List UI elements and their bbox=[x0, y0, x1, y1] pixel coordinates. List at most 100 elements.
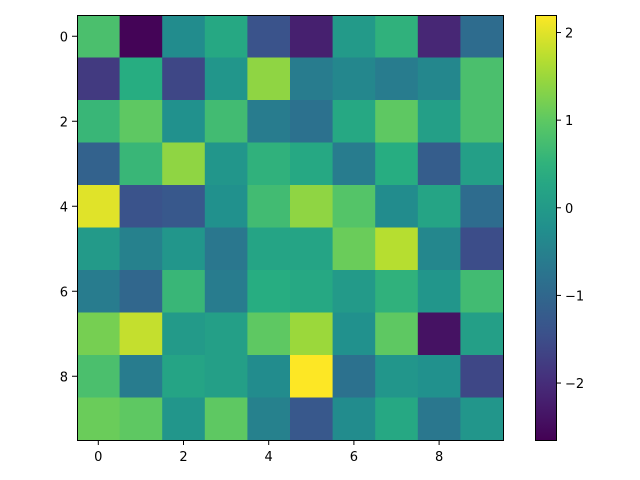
heatmap-cell bbox=[290, 185, 334, 229]
colorbar-tick-label: 1 bbox=[565, 114, 573, 129]
heatmap-cell bbox=[162, 270, 206, 314]
heatmap-cell bbox=[460, 270, 504, 314]
heatmap-cell bbox=[247, 15, 291, 59]
heatmap-cell bbox=[77, 355, 121, 399]
y-tick-label: 6 bbox=[60, 285, 68, 300]
heatmap-cell bbox=[77, 270, 121, 314]
y-axis: 0 2 4 6 8 bbox=[60, 30, 77, 385]
heatmap-cell bbox=[417, 355, 461, 399]
x-tick-label: 4 bbox=[265, 450, 273, 465]
heatmap-cell bbox=[375, 312, 419, 356]
heatmap-cell bbox=[119, 142, 163, 186]
heatmap-cell bbox=[290, 397, 334, 441]
heatmap-cell bbox=[119, 185, 163, 229]
heatmap-cell bbox=[460, 100, 504, 144]
colorbar-tick-label: −2 bbox=[565, 377, 584, 392]
heatmap-cell bbox=[417, 312, 461, 356]
colorbar-frame bbox=[535, 15, 557, 441]
heatmap-cells bbox=[77, 15, 504, 441]
heatmap-cell bbox=[204, 397, 248, 441]
heatmap-cell bbox=[332, 397, 376, 441]
heatmap-cell bbox=[460, 227, 504, 271]
heatmap-cell bbox=[375, 227, 419, 271]
heatmap-cell bbox=[290, 57, 334, 101]
plot-frame bbox=[77, 15, 504, 441]
colorbar-tick-label: −1 bbox=[565, 289, 584, 304]
heatmap-cell bbox=[417, 100, 461, 144]
heatmap-cell bbox=[162, 397, 206, 441]
heatmap-cell bbox=[332, 270, 376, 314]
x-tick-label: 0 bbox=[94, 450, 102, 465]
heatmap-cell bbox=[119, 15, 163, 59]
heatmap-cell bbox=[332, 227, 376, 271]
heatmap-cell bbox=[77, 397, 121, 441]
heatmap-cell bbox=[460, 15, 504, 59]
x-tick-label: 8 bbox=[435, 450, 443, 465]
colorbar-tick-label: 0 bbox=[565, 202, 573, 217]
heatmap-cell bbox=[332, 142, 376, 186]
heatmap-cell bbox=[162, 15, 206, 59]
heatmap-cell bbox=[77, 100, 121, 144]
heatmap-cell bbox=[332, 100, 376, 144]
colorbar: 2 1 0 −1 −2 bbox=[535, 15, 584, 441]
heatmap-cell bbox=[247, 355, 291, 399]
y-tick-label: 0 bbox=[60, 30, 68, 45]
heatmap-cell bbox=[119, 312, 163, 356]
heatmap-cell bbox=[162, 57, 206, 101]
heatmap-cell bbox=[332, 312, 376, 356]
heatmap-cell bbox=[332, 15, 376, 59]
heatmap-cell bbox=[77, 142, 121, 186]
colorbar-gradient bbox=[535, 15, 556, 440]
heatmap-cell bbox=[290, 15, 334, 59]
y-tick-label: 4 bbox=[60, 200, 68, 215]
heatmap-cell bbox=[162, 185, 206, 229]
heatmap-cell bbox=[417, 142, 461, 186]
heatmap-cell bbox=[417, 57, 461, 101]
heatmap-cell bbox=[375, 142, 419, 186]
heatmap-cell bbox=[375, 100, 419, 144]
heatmap-cell bbox=[77, 227, 121, 271]
y-tick-label: 2 bbox=[60, 115, 68, 130]
heatmap-cell bbox=[460, 57, 504, 101]
y-tick-label: 8 bbox=[60, 370, 68, 385]
heatmap-cell bbox=[460, 142, 504, 186]
heatmap-cell bbox=[119, 355, 163, 399]
heatmap-cell bbox=[162, 312, 206, 356]
heatmap-cell bbox=[77, 57, 121, 101]
colorbar-tick-label: 2 bbox=[565, 27, 573, 42]
heatmap-cell bbox=[290, 142, 334, 186]
heatmap-cell bbox=[460, 355, 504, 399]
heatmap-cell bbox=[332, 57, 376, 101]
heatmap-cell bbox=[375, 397, 419, 441]
heatmap-cell bbox=[375, 15, 419, 59]
colorbar-ticks: 2 1 0 −1 −2 bbox=[556, 27, 584, 392]
heatmap-cell bbox=[332, 355, 376, 399]
heatmap-cell bbox=[119, 57, 163, 101]
heatmap-cell bbox=[204, 57, 248, 101]
heatmap-cell bbox=[162, 227, 206, 271]
heatmap-cell bbox=[204, 15, 248, 59]
heatmap-cell bbox=[77, 312, 121, 356]
x-tick-label: 2 bbox=[179, 450, 187, 465]
x-axis: 0 2 4 6 8 bbox=[94, 440, 443, 465]
x-tick-label: 6 bbox=[350, 450, 358, 465]
heatmap-cell bbox=[247, 270, 291, 314]
heatmap-cell bbox=[204, 270, 248, 314]
heatmap-cell bbox=[247, 142, 291, 186]
heatmap-cell bbox=[162, 142, 206, 186]
heatmap-cell bbox=[460, 312, 504, 356]
heatmap-cell bbox=[119, 227, 163, 271]
heatmap-cell bbox=[247, 57, 291, 101]
heatmap-cell bbox=[417, 397, 461, 441]
heatmap-cell bbox=[290, 270, 334, 314]
heatmap-cell bbox=[162, 355, 206, 399]
heatmap-cell bbox=[247, 100, 291, 144]
heatmap-cell bbox=[417, 15, 461, 59]
heatmap-cell bbox=[417, 270, 461, 314]
heatmap-cell bbox=[204, 100, 248, 144]
heatmap-cell bbox=[247, 397, 291, 441]
heatmap-cell bbox=[247, 185, 291, 229]
heatmap-cell bbox=[204, 185, 248, 229]
heatmap-cell bbox=[375, 185, 419, 229]
